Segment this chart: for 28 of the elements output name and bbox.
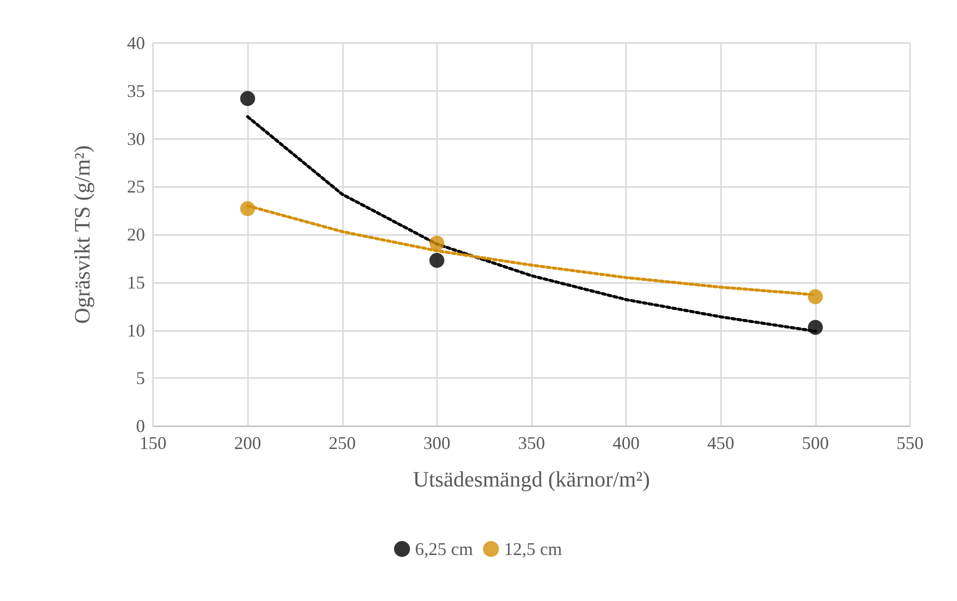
point xyxy=(808,320,823,335)
x-tick-label: 200 xyxy=(234,433,262,453)
y-tick-label: 20 xyxy=(127,224,145,244)
y-axis-title: Ogräsvikt TS (g/m²) xyxy=(70,145,94,324)
point xyxy=(429,252,444,268)
x-tick-label: 550 xyxy=(896,433,924,453)
point xyxy=(240,201,256,216)
x-tick-label: 150 xyxy=(140,433,166,453)
x-axis-title: Utsädesmängd (kärnor/m²) xyxy=(413,466,650,492)
y-tick-label: 40 xyxy=(127,33,145,53)
y-tick-label: 15 xyxy=(127,272,145,292)
x-tick-label: 500 xyxy=(802,433,829,453)
legend-label: 12,5 cm xyxy=(504,539,562,559)
x-tick-label: 450 xyxy=(707,433,734,453)
y-tick-label: 25 xyxy=(127,176,145,197)
x-tick-label: 300 xyxy=(423,433,450,453)
legend-label: 6,25 cm xyxy=(415,539,474,559)
y-tick-label: 35 xyxy=(127,80,145,101)
point xyxy=(429,236,444,251)
x-tick-label: 250 xyxy=(328,433,356,453)
y-tick-label: 30 xyxy=(127,128,145,149)
point xyxy=(240,91,256,106)
point xyxy=(808,289,823,304)
x-tick-label: 400 xyxy=(612,433,640,453)
y-tick-label: 0 xyxy=(136,416,145,436)
x-tick-label: 350 xyxy=(518,433,545,453)
y-tick-label: 10 xyxy=(127,320,145,340)
y-tick-label: 5 xyxy=(136,368,145,388)
